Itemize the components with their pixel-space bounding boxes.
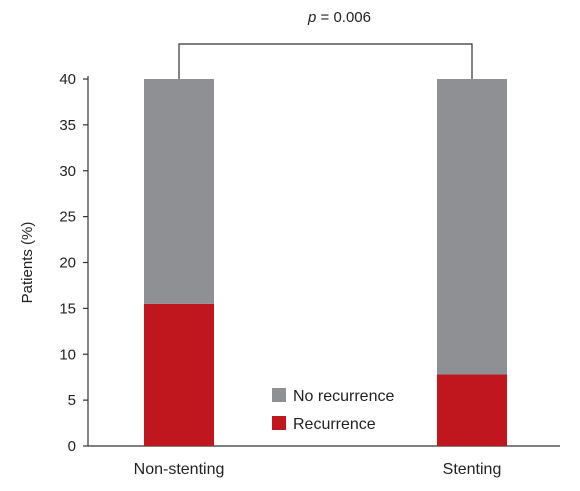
y-tick-label-25: 25 <box>59 209 76 226</box>
x-category-label-stenting: Stenting <box>443 461 502 478</box>
y-tick-label-35: 35 <box>59 117 76 134</box>
y-tick-label-40: 40 <box>59 71 76 88</box>
bar-non-stenting-no-recurrence <box>144 79 214 304</box>
legend-swatch-no-recurrence <box>272 388 286 402</box>
bar-non-stenting-recurrence <box>144 303 214 446</box>
y-tick-label-20: 20 <box>59 255 76 272</box>
bar-stenting-no-recurrence <box>437 79 507 375</box>
bar-stenting-recurrence <box>437 374 507 446</box>
plot-area: 0 5 10 15 20 25 30 35 40 Patients (%) Non-stenting… <box>19 9 560 478</box>
legend-label-recurrence: Recurrence <box>293 416 376 433</box>
x-category-label-non-stenting: Non-stenting <box>134 461 225 478</box>
y-tick-label-10: 10 <box>59 346 76 363</box>
p-value-number: = 0.006 <box>316 9 371 26</box>
y-tick-label-15: 15 <box>59 300 76 317</box>
p-value-symbol: p <box>307 9 316 26</box>
y-axis-title: Patients (%) <box>19 222 36 304</box>
y-tick-label-30: 30 <box>59 163 76 180</box>
y-tick-label-5: 5 <box>68 392 76 409</box>
legend-label-no-recurrence: No recurrence <box>293 388 394 405</box>
p-value-annotation: p = 0.006 <box>307 9 371 26</box>
legend-swatch-recurrence <box>272 416 286 430</box>
significance-bracket <box>178 43 473 79</box>
y-tick-label-0: 0 <box>68 438 76 455</box>
